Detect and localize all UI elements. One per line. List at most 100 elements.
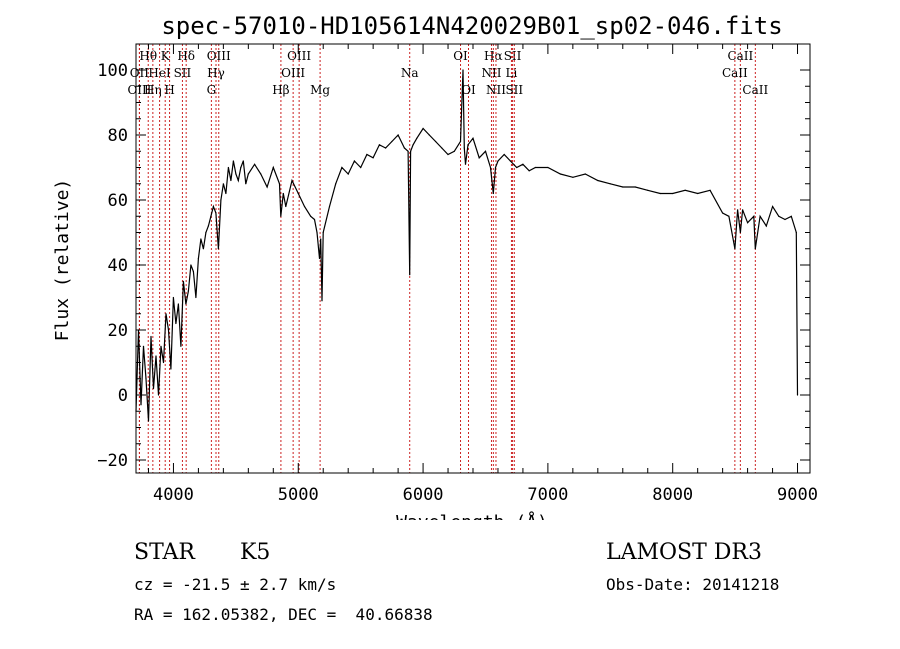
data-point bbox=[147, 420, 150, 422]
data-point bbox=[447, 153, 449, 156]
data-point bbox=[597, 179, 599, 182]
data-point bbox=[734, 248, 736, 250]
line-label: Hγ bbox=[207, 66, 225, 80]
data-point bbox=[509, 160, 511, 162]
line-label: OIII bbox=[287, 49, 311, 63]
series-line-flux bbox=[135, 69, 799, 422]
data-point bbox=[205, 231, 207, 234]
data-point bbox=[272, 166, 274, 169]
data-point bbox=[172, 296, 174, 299]
data-point bbox=[747, 222, 749, 224]
plot-frame bbox=[135, 43, 811, 474]
spectrum-chart: spec-57010-HD105614N420029B01_sp02-046.f… bbox=[52, 12, 818, 520]
line-label: Hη bbox=[144, 83, 162, 97]
data-point bbox=[207, 225, 209, 227]
data-point bbox=[410, 150, 412, 152]
data-point bbox=[441, 147, 443, 149]
data-point bbox=[492, 192, 494, 195]
data-point bbox=[318, 257, 321, 260]
data-point bbox=[559, 173, 562, 175]
data-point bbox=[180, 345, 182, 347]
data-point bbox=[245, 183, 247, 185]
data-point bbox=[321, 300, 323, 302]
data-point bbox=[347, 173, 349, 175]
data-point bbox=[167, 329, 170, 331]
data-point bbox=[416, 137, 418, 139]
line-label: SII bbox=[505, 83, 523, 97]
data-point bbox=[285, 205, 287, 208]
data-point bbox=[162, 361, 165, 364]
data-point bbox=[341, 166, 343, 169]
x-axis-label: Wavelength (Å) bbox=[396, 511, 548, 520]
data-point bbox=[240, 166, 242, 169]
line-label: OIII bbox=[207, 49, 231, 63]
data-point bbox=[407, 150, 409, 152]
x-tick-label: 8000 bbox=[652, 485, 693, 505]
line-label: Hδ bbox=[177, 49, 195, 63]
data-point bbox=[260, 173, 262, 175]
data-point bbox=[784, 218, 786, 221]
data-point bbox=[503, 153, 505, 156]
data-point bbox=[463, 147, 465, 149]
data-point bbox=[412, 144, 414, 146]
object-subclass: K5 bbox=[240, 540, 271, 565]
data-point bbox=[778, 215, 780, 217]
redshift-text: cz = -21.5 ± 2.7 km/s bbox=[134, 575, 337, 594]
data-point bbox=[155, 355, 157, 357]
data-point bbox=[225, 192, 227, 195]
data-point bbox=[428, 134, 430, 136]
data-point bbox=[145, 378, 147, 380]
data-point bbox=[759, 215, 761, 217]
object-class: STAR bbox=[134, 540, 195, 565]
data-point bbox=[291, 179, 293, 182]
data-point bbox=[280, 215, 282, 217]
line-label: SII bbox=[504, 49, 522, 63]
line-label: G bbox=[207, 83, 217, 97]
data-point bbox=[150, 335, 152, 338]
data-point bbox=[142, 345, 145, 347]
data-point bbox=[790, 215, 792, 217]
data-point bbox=[672, 192, 674, 195]
data-point bbox=[728, 215, 730, 217]
data-point bbox=[609, 183, 611, 185]
data-point bbox=[709, 189, 711, 191]
data-point bbox=[297, 192, 299, 195]
data-point bbox=[634, 186, 636, 188]
line-label: Hθ bbox=[139, 49, 157, 63]
data-point bbox=[320, 238, 322, 240]
data-point bbox=[534, 166, 537, 169]
data-point bbox=[754, 248, 756, 250]
data-point bbox=[278, 183, 281, 185]
line-label: Hα bbox=[484, 49, 503, 63]
data-point bbox=[739, 231, 742, 234]
data-point bbox=[372, 157, 374, 159]
line-label: Hβ bbox=[272, 83, 289, 97]
y-tick-label: 80 bbox=[108, 126, 128, 146]
data-point bbox=[227, 166, 229, 169]
series-layer bbox=[135, 69, 799, 422]
y-tick-label: 40 bbox=[108, 256, 128, 276]
y-tick-label: 100 bbox=[97, 61, 128, 81]
data-point bbox=[310, 215, 312, 217]
data-point bbox=[647, 189, 649, 191]
line-label: Mg bbox=[310, 83, 330, 97]
y-axis-label: Flux (relative) bbox=[52, 179, 73, 342]
line-label: CaII bbox=[722, 66, 748, 80]
data-point bbox=[254, 163, 256, 165]
y-ticks: −20 0 20 40 60 80 100 bbox=[97, 61, 810, 471]
data-point bbox=[472, 137, 474, 139]
x-tick-label: 6000 bbox=[403, 485, 444, 505]
data-point bbox=[697, 192, 699, 195]
line-label: SII bbox=[174, 66, 192, 80]
data-point bbox=[266, 186, 268, 188]
data-point bbox=[232, 160, 234, 162]
data-point bbox=[190, 264, 192, 266]
data-point bbox=[313, 218, 316, 221]
data-point bbox=[185, 303, 187, 305]
coordinates: RA = 162.05382, DEC = 40.66838 bbox=[134, 605, 433, 624]
data-point bbox=[753, 215, 755, 217]
data-point bbox=[335, 183, 337, 185]
data-point bbox=[403, 147, 405, 149]
data-point bbox=[353, 160, 355, 162]
data-point bbox=[478, 157, 480, 159]
